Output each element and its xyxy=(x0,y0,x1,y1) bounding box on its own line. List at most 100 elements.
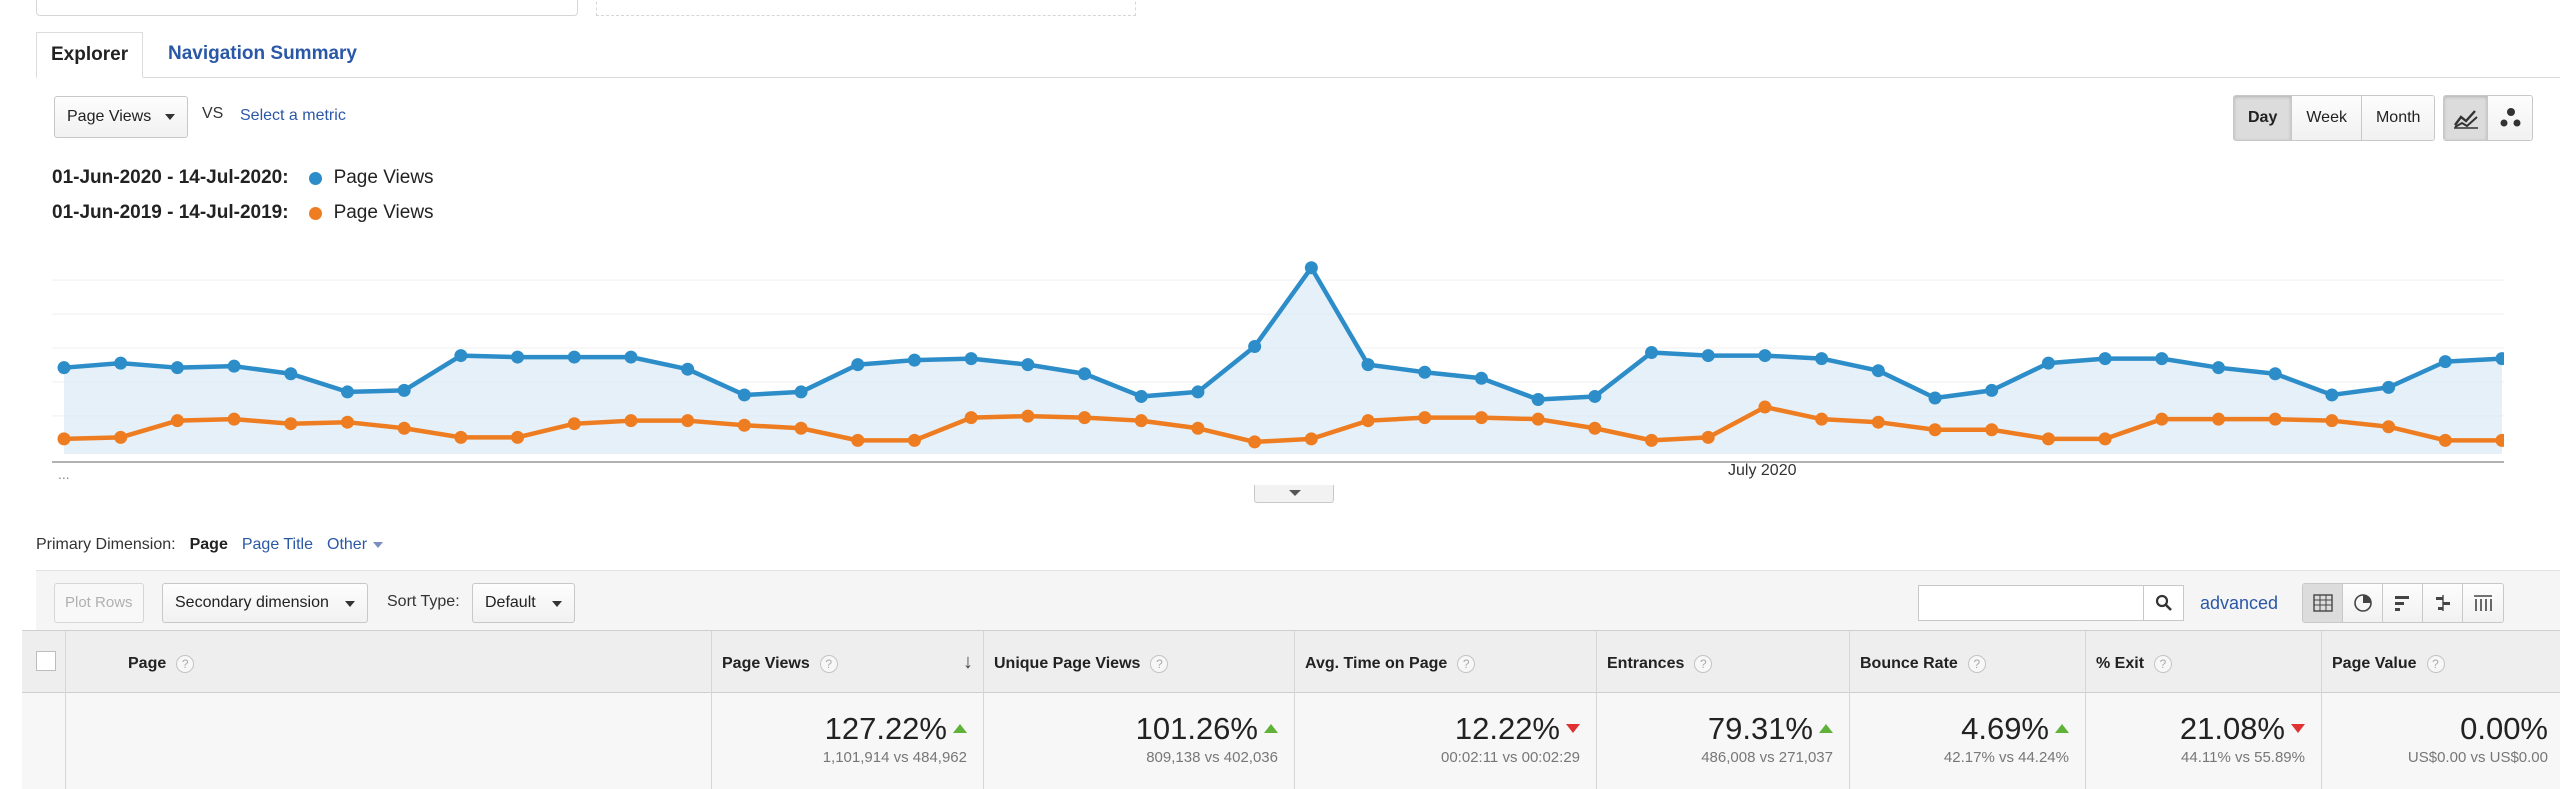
point-previous-19 xyxy=(1134,414,1148,428)
point-previous-40 xyxy=(2325,414,2339,428)
point-previous-29 xyxy=(1701,430,1715,444)
header-exit-label: % Exit xyxy=(2096,655,2145,673)
chart-type-group xyxy=(2443,95,2533,141)
point-current-16 xyxy=(964,352,978,366)
legend-previous-dot xyxy=(308,206,322,220)
select-all-checkbox[interactable] xyxy=(36,651,56,671)
trend-up-icon xyxy=(953,724,967,734)
point-current-38 xyxy=(2212,361,2226,375)
header-page-views[interactable]: Page Views? ↓ xyxy=(712,631,984,693)
sort-type-dropdown[interactable]: Default xyxy=(472,583,575,623)
dimension-page-title[interactable]: Page Title xyxy=(241,536,313,553)
point-current-11 xyxy=(681,362,695,376)
day-button[interactable]: Day xyxy=(2234,96,2293,140)
primary-dimension-label: Primary Dimension: xyxy=(36,536,176,553)
point-previous-26 xyxy=(1531,412,1545,426)
secondary-dimension-dropdown[interactable]: Secondary dimension xyxy=(162,583,368,623)
point-previous-20 xyxy=(1191,421,1205,435)
plot-rows-button[interactable]: Plot Rows xyxy=(54,583,144,623)
point-current-35 xyxy=(2041,356,2055,370)
select-metric-link[interactable]: Select a metric xyxy=(240,107,346,124)
help-icon[interactable]: ? xyxy=(1694,655,1713,673)
point-previous-11 xyxy=(681,414,695,428)
advanced-filter-link[interactable]: advanced xyxy=(2200,593,2279,613)
motion-chart-icon[interactable] xyxy=(2488,96,2532,140)
dimension-other[interactable]: Other xyxy=(327,536,384,554)
point-current-27 xyxy=(1588,389,1602,403)
header-bounce-rate[interactable]: Bounce Rate? xyxy=(1850,631,2086,693)
summary-page-views: 127.22% 1,101,914 vs 484,962 xyxy=(712,693,984,789)
point-previous-37 xyxy=(2155,412,2169,426)
header-page-value-label: Page Value xyxy=(2332,655,2417,673)
point-previous-6 xyxy=(397,421,411,435)
point-current-22 xyxy=(1304,261,1318,275)
table-view-icon[interactable] xyxy=(2303,584,2343,622)
vs-label: VS xyxy=(202,105,224,122)
point-current-15 xyxy=(907,353,921,367)
period-button-group: Day Week Month xyxy=(2233,95,2436,141)
dimension-page[interactable]: Page xyxy=(189,536,228,553)
header-page-value[interactable]: Page Value? xyxy=(2322,631,2560,693)
header-unique-page-views[interactable]: Unique Page Views? xyxy=(984,631,1295,693)
segment-box[interactable] xyxy=(36,0,578,16)
metric-dropdown[interactable]: Page Views xyxy=(54,96,189,138)
chart-expand-handle[interactable] xyxy=(1254,485,1334,503)
trend-up-icon xyxy=(1819,724,1833,734)
week-button[interactable]: Week xyxy=(2292,96,2362,140)
point-current-42 xyxy=(2438,355,2452,369)
point-current-4 xyxy=(284,367,298,381)
point-current-34 xyxy=(1985,383,1999,397)
tab-explorer[interactable]: Explorer xyxy=(36,32,144,78)
point-current-7 xyxy=(454,349,468,363)
point-current-43 xyxy=(2495,352,2504,366)
sort-type-label: Sort Type: xyxy=(387,593,460,610)
help-icon[interactable]: ? xyxy=(176,655,195,673)
help-icon[interactable]: ? xyxy=(2426,655,2445,673)
point-previous-13 xyxy=(794,421,808,435)
help-icon[interactable]: ? xyxy=(1457,655,1476,673)
table-header: Page? Page Views? ↓ Unique Page Views? A… xyxy=(22,631,2560,693)
point-current-24 xyxy=(1418,365,1432,379)
sort-type-value: Default xyxy=(485,594,536,611)
point-current-30 xyxy=(1758,349,1772,363)
header-avg-time-on-page[interactable]: Avg. Time on Page? xyxy=(1295,631,1597,693)
header-avg-time-label: Avg. Time on Page xyxy=(1305,655,1448,673)
pie-chart-icon[interactable] xyxy=(2343,584,2383,622)
add-segment-box[interactable] xyxy=(596,0,1136,16)
point-current-2 xyxy=(170,361,184,375)
point-previous-7 xyxy=(454,430,468,444)
help-icon[interactable]: ? xyxy=(819,655,838,673)
trend-down-icon xyxy=(2291,724,2305,734)
chevron-down-icon xyxy=(1289,490,1301,496)
secondary-dimension-label: Secondary dimension xyxy=(175,594,329,611)
point-previous-31 xyxy=(1815,412,1829,426)
search-icon[interactable] xyxy=(2144,585,2184,621)
summary-bounce-rate-value: 4.69% xyxy=(1961,711,2049,746)
legend-current-dot xyxy=(308,171,322,185)
comparison-icon[interactable] xyxy=(2423,584,2463,622)
point-previous-0 xyxy=(57,432,71,446)
point-previous-23 xyxy=(1361,414,1375,428)
header-page[interactable]: Page? xyxy=(66,631,712,693)
point-current-41 xyxy=(2382,380,2396,394)
point-current-5 xyxy=(340,385,354,399)
header-bounce-rate-label: Bounce Rate xyxy=(1860,655,1958,673)
help-icon[interactable]: ? xyxy=(1967,655,1986,673)
header-exit[interactable]: % Exit? xyxy=(2086,631,2322,693)
header-entrances[interactable]: Entrances? xyxy=(1597,631,1850,693)
point-current-1 xyxy=(114,356,128,370)
point-current-32 xyxy=(1871,364,1885,378)
pivot-icon[interactable] xyxy=(2463,584,2503,622)
sort-descending-icon: ↓ xyxy=(963,651,973,673)
summary-avg-time-value: 12.22% xyxy=(1454,711,1560,746)
line-chart-icon[interactable] xyxy=(2444,96,2488,140)
primary-dimension-bar: Primary Dimension: Page Page Title Other xyxy=(36,536,384,554)
help-icon[interactable]: ? xyxy=(2154,655,2173,673)
help-icon[interactable]: ? xyxy=(1150,655,1169,673)
table-search-input[interactable] xyxy=(1918,585,2144,621)
bar-chart-icon[interactable] xyxy=(2383,584,2423,622)
point-previous-17 xyxy=(1021,409,1035,423)
month-button[interactable]: Month xyxy=(2361,96,2435,140)
legend-previous-metric: Page Views xyxy=(333,202,434,223)
tab-navigation-summary[interactable]: Navigation Summary xyxy=(168,43,357,64)
